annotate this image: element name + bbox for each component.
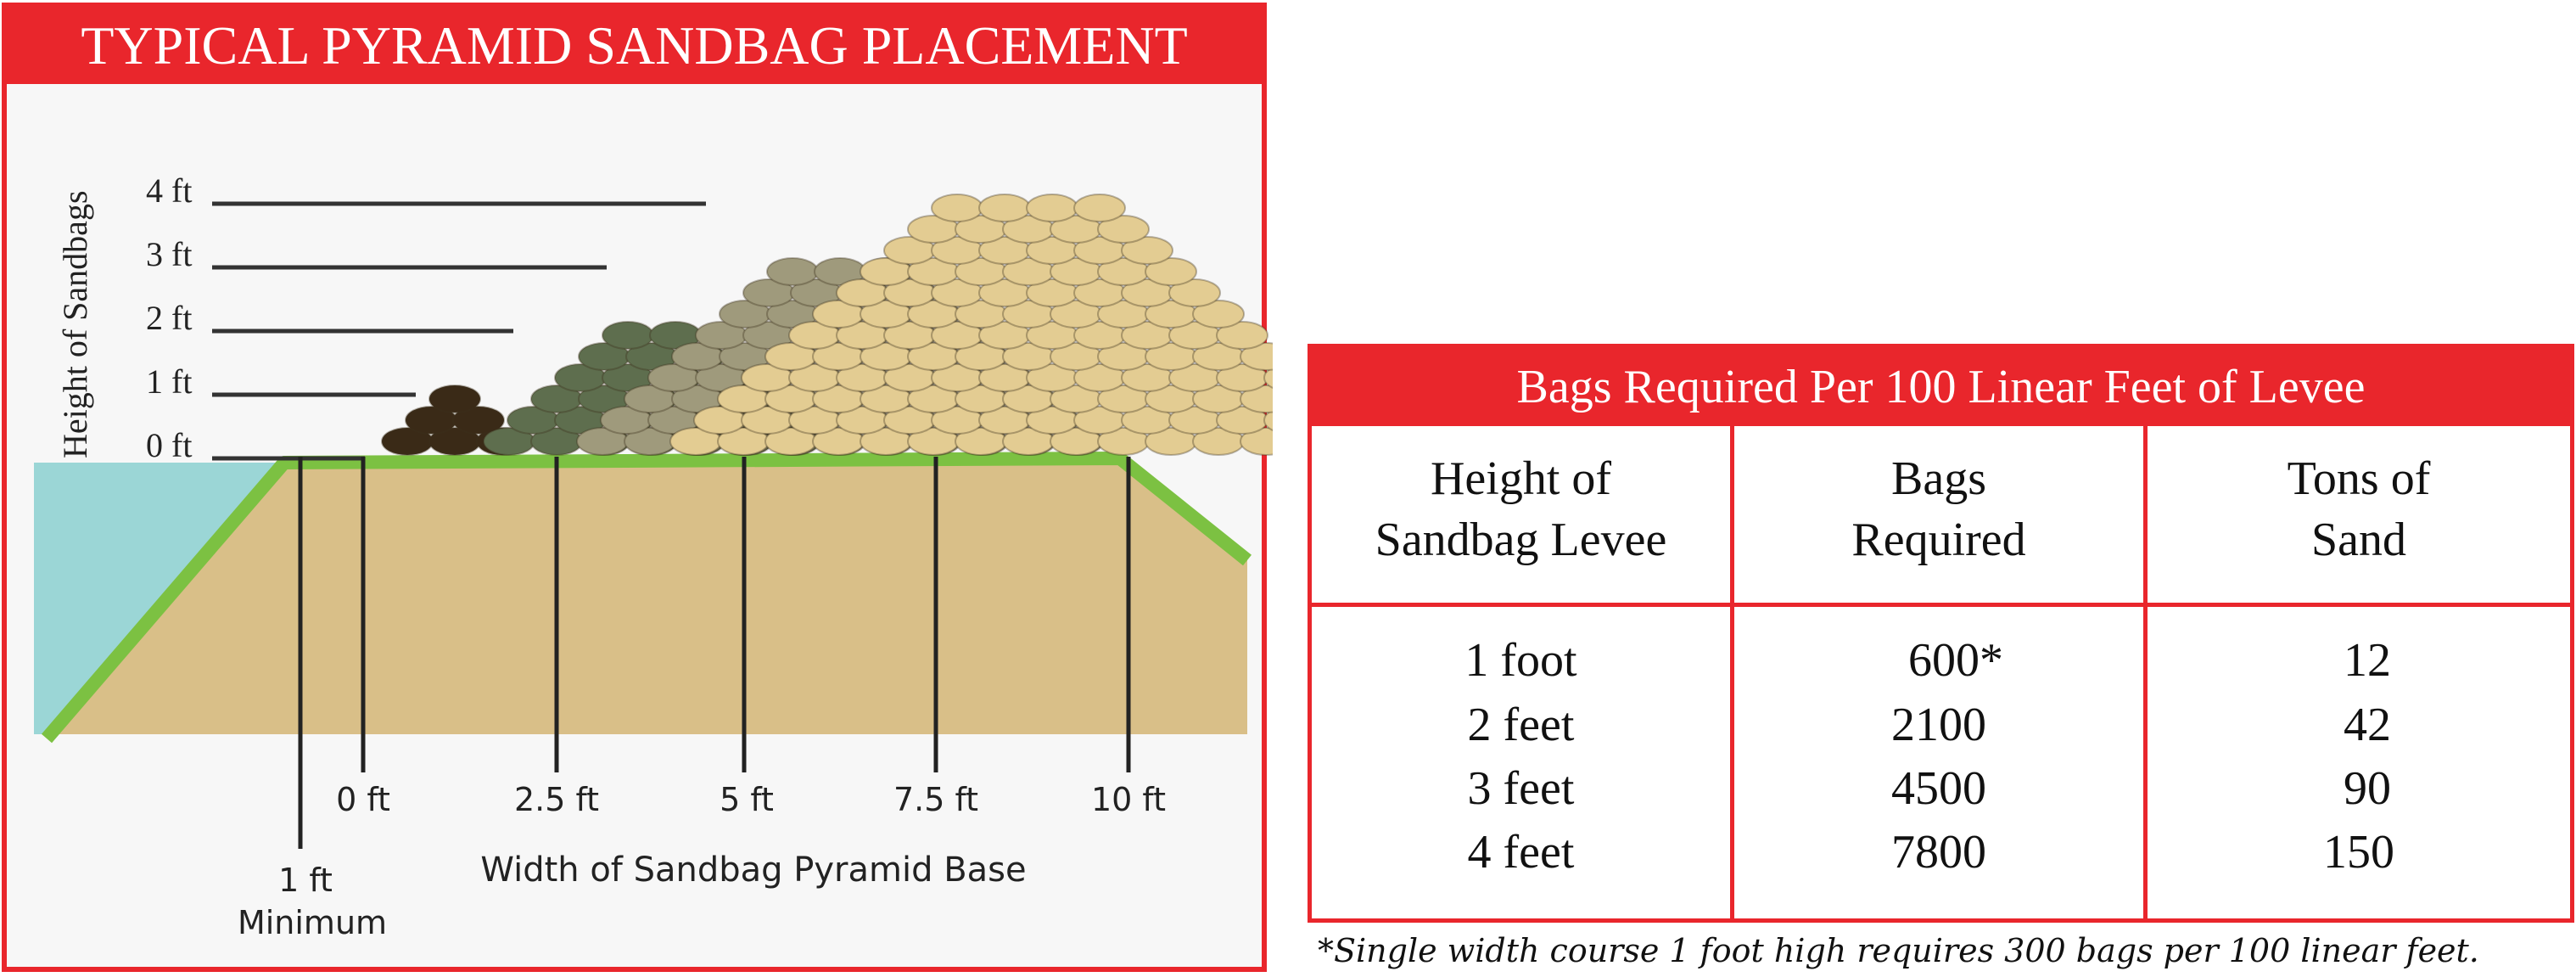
column-header-height: Height of Sandbag Levee bbox=[1312, 448, 1730, 570]
column-header-height-line1: Height of bbox=[1430, 452, 1612, 505]
height-label-2ft: 2 ft bbox=[146, 299, 192, 337]
table-cell-height: 3 feet bbox=[1467, 762, 1575, 815]
y-axis-label: Height of Sandbags bbox=[56, 190, 94, 458]
column-header-bags-line1: Bags bbox=[1891, 452, 1986, 505]
table-cell-tons: 12 bbox=[2344, 634, 2391, 687]
height-label-3ft: 3 ft bbox=[146, 235, 192, 273]
sandbag bbox=[1026, 194, 1078, 222]
sandbag bbox=[766, 257, 819, 286]
minimum-width-label: Minimum bbox=[238, 904, 387, 941]
x-axis-label: Width of Sandbag Pyramid Base bbox=[480, 851, 1026, 890]
sandbag bbox=[1240, 385, 1273, 413]
bags-required-table: Bags Required Per 100 Linear Feet of Lev… bbox=[1308, 344, 2574, 923]
sandbag bbox=[978, 194, 1031, 222]
sandbag bbox=[1263, 366, 1273, 390]
height-label-1ft: 1 ft bbox=[146, 362, 192, 401]
table-cell-height: 4 feet bbox=[1467, 826, 1575, 879]
column-header-tons-line1: Tons of bbox=[2287, 452, 2431, 505]
column-header-height-line2: Sandbag Levee bbox=[1375, 514, 1667, 566]
table-cell-tons: 150 bbox=[2323, 826, 2394, 879]
sandbag bbox=[1145, 257, 1197, 286]
sandbag-diagram-panel: 4 ft 3 ft 2 ft 1 ft 0 ft Height of Sandb… bbox=[2, 3, 1273, 972]
column-header-tons: Tons of Sand bbox=[2148, 448, 2570, 570]
sandbag bbox=[428, 385, 481, 413]
sandbag bbox=[1216, 321, 1268, 350]
height-leader-lines bbox=[212, 201, 706, 461]
width-label-10ft: 10 ft bbox=[1091, 781, 1166, 818]
width-label-0ft: 0 ft bbox=[336, 781, 390, 818]
sandbag bbox=[1240, 342, 1273, 371]
levee-soil bbox=[51, 463, 1247, 734]
table-cell-bags: 4500 bbox=[1891, 762, 1986, 815]
column-header-bags: Bags Required bbox=[1734, 448, 2143, 570]
column-header-tons-line2: Sand bbox=[2311, 514, 2406, 566]
sandbag bbox=[1192, 300, 1245, 328]
column-divider-1 bbox=[1730, 426, 1734, 918]
width-label-7-5ft: 7.5 ft bbox=[893, 781, 978, 818]
header-divider bbox=[1312, 603, 2570, 607]
sandbag bbox=[931, 194, 983, 222]
sandbag-stack bbox=[381, 194, 1273, 456]
sandbag bbox=[1240, 427, 1273, 456]
table-title: Bags Required Per 100 Linear Feet of Lev… bbox=[1312, 348, 2570, 426]
column-divider-2 bbox=[2143, 426, 2148, 918]
table-cell-height: 1 foot bbox=[1464, 634, 1577, 687]
grass-outline bbox=[41, 452, 1252, 744]
table-cell-tons: 42 bbox=[2344, 699, 2391, 751]
sandbag bbox=[602, 321, 654, 350]
sandbag bbox=[1263, 408, 1273, 432]
table-cell-height: 2 feet bbox=[1467, 699, 1575, 751]
table-cell-bags: 2100 bbox=[1891, 699, 1986, 751]
width-marker-lines bbox=[298, 457, 1131, 849]
sandbag bbox=[452, 406, 505, 435]
height-label-0ft: 0 ft bbox=[146, 426, 192, 464]
width-label-5ft: 5 ft bbox=[720, 781, 774, 818]
sandbag bbox=[1168, 278, 1221, 307]
diagram-title: TYPICAL PYRAMID SANDBAG PLACEMENT bbox=[7, 8, 1262, 84]
table-cell-tons: 90 bbox=[2344, 762, 2391, 815]
height-label-4ft: 4 ft bbox=[146, 171, 192, 210]
table-cell-bags: 7800 bbox=[1891, 826, 1986, 879]
width-label-2-5ft: 2.5 ft bbox=[514, 781, 599, 818]
sandbag bbox=[1097, 215, 1150, 244]
table-cell-bags: 600* bbox=[1908, 634, 2003, 687]
sandbag bbox=[1073, 194, 1126, 222]
sandbag bbox=[1121, 236, 1173, 265]
minimum-width-value: 1 ft bbox=[278, 862, 333, 899]
sandbag-diagram: 4 ft 3 ft 2 ft 1 ft 0 ft Height of Sandb… bbox=[34, 171, 1273, 941]
table-footnote: *Single width course 1 foot high require… bbox=[1318, 932, 2479, 969]
column-header-bags-line2: Required bbox=[1851, 514, 2026, 566]
